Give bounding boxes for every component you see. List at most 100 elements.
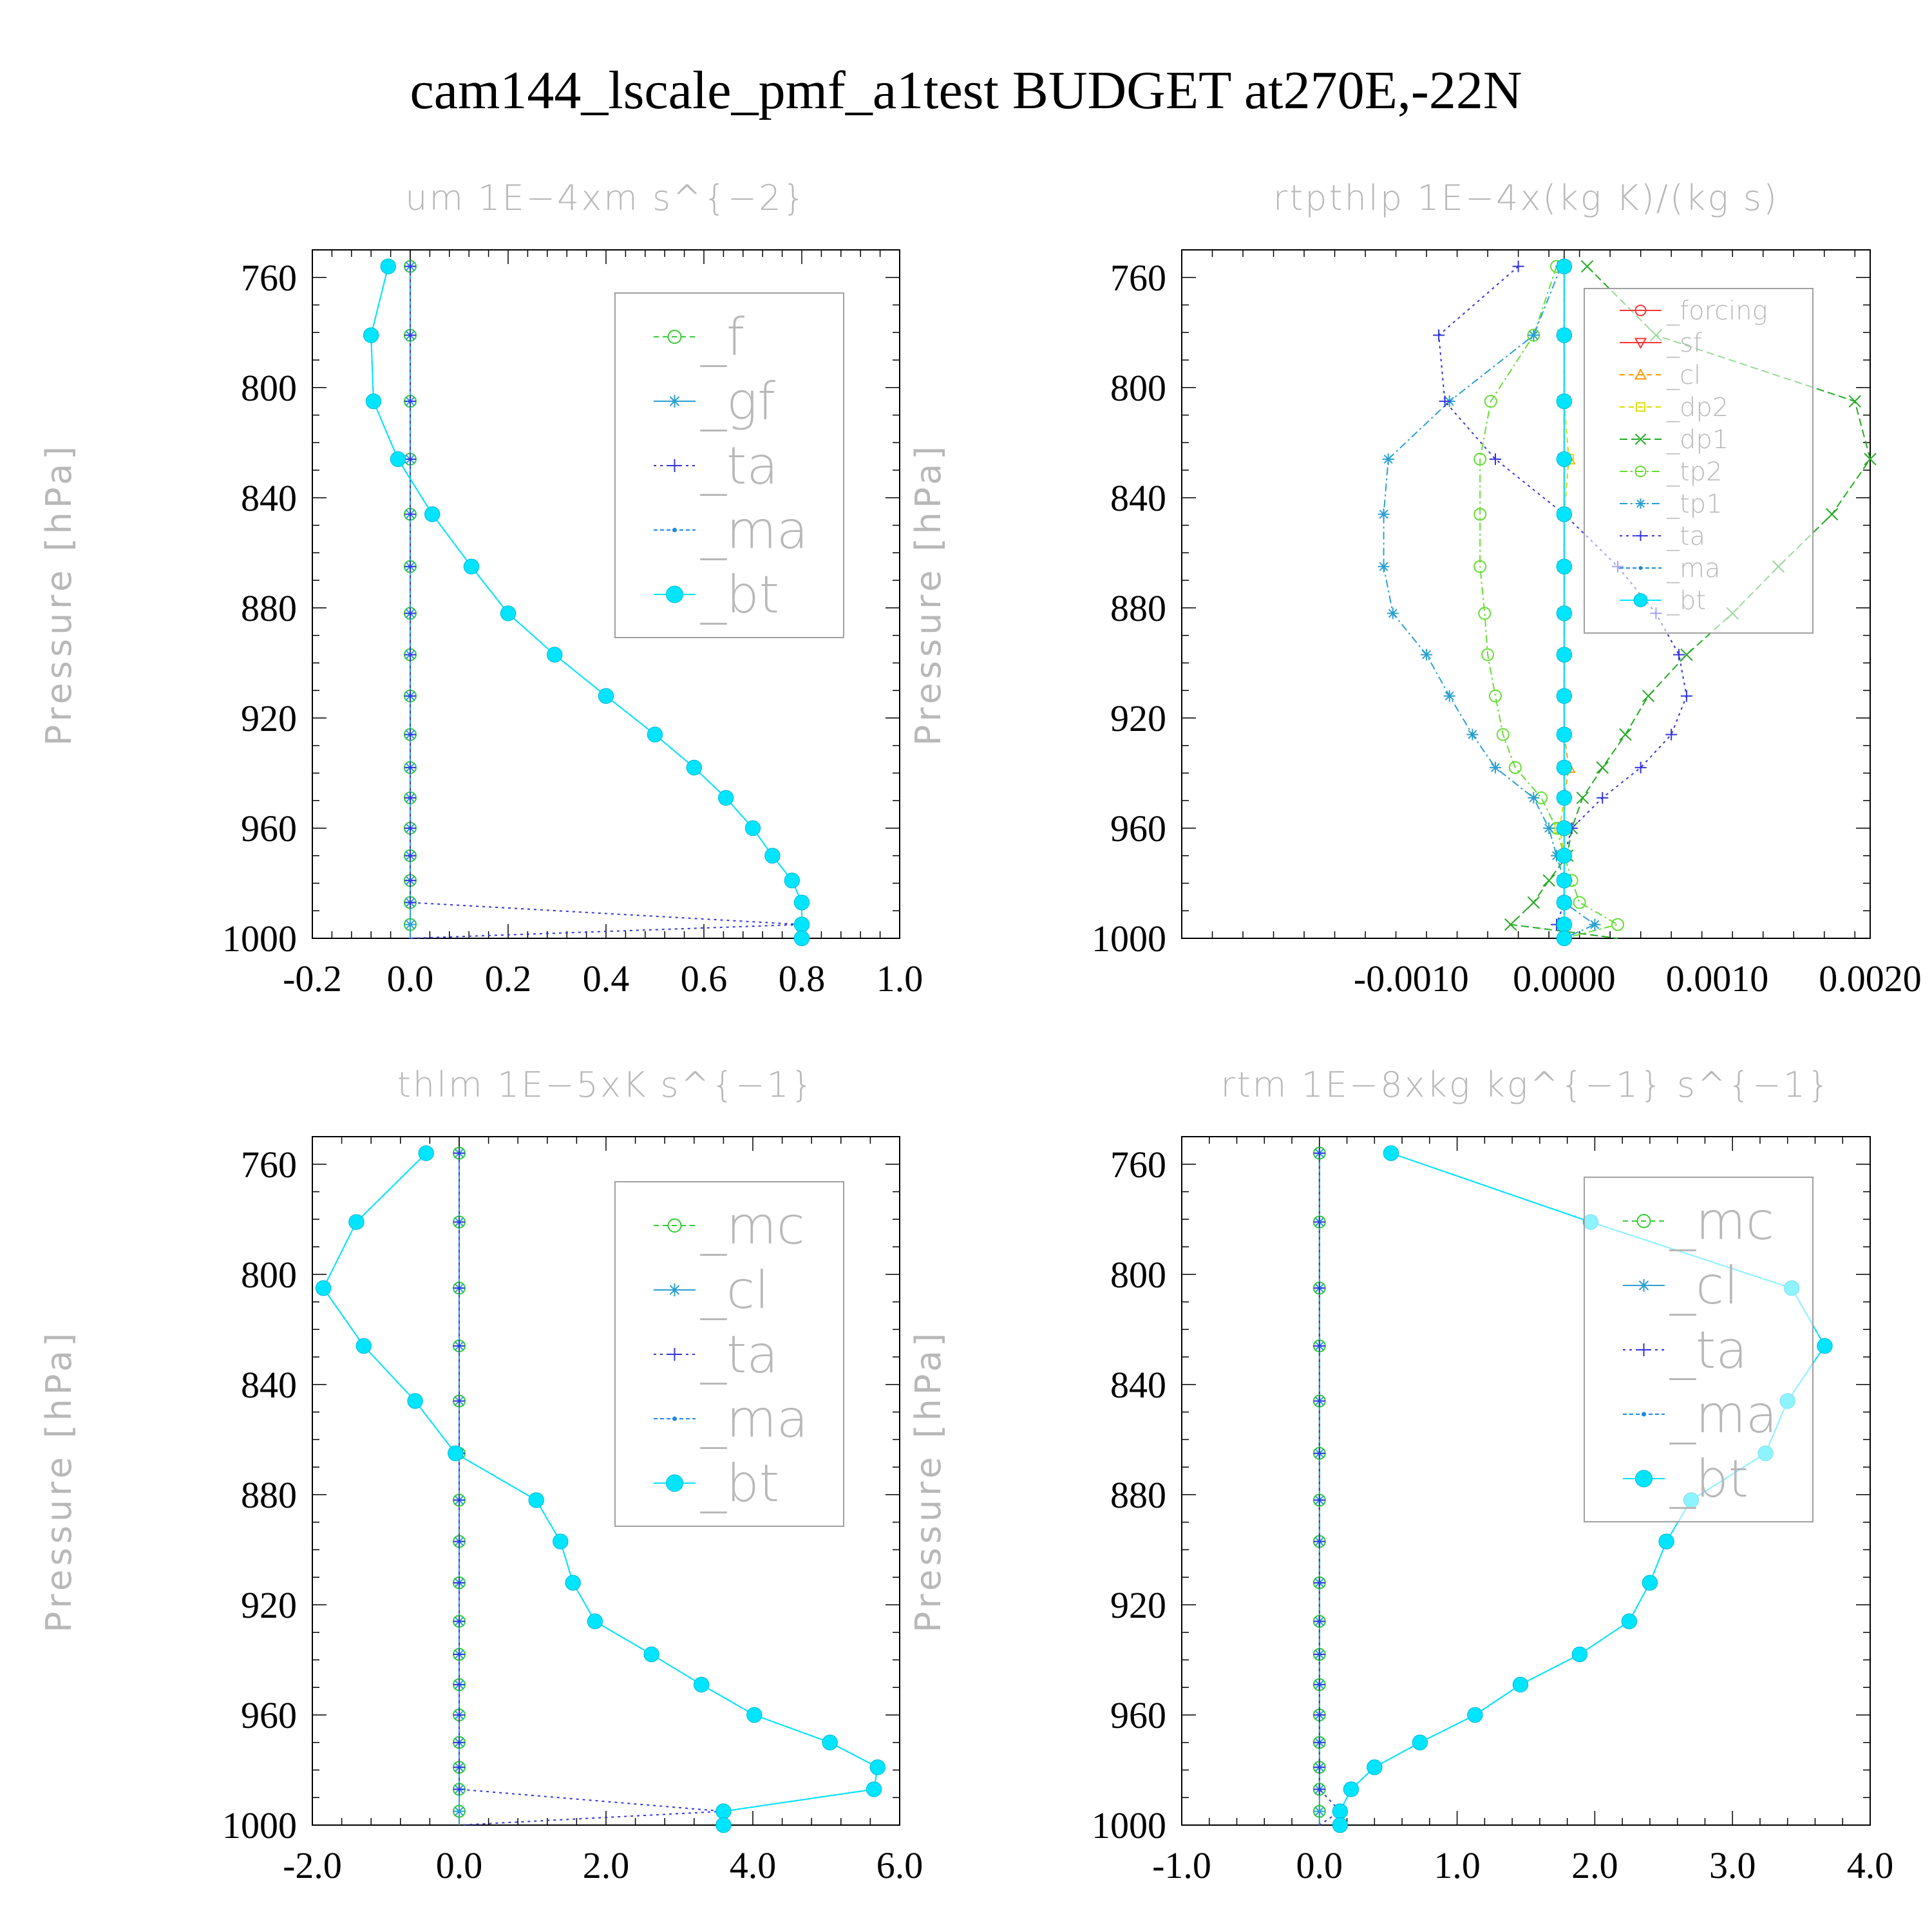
legend: _mc_cl_ta_ma_bt [614,1181,844,1527]
data-point [1387,607,1399,620]
legend-label: _f [700,307,744,367]
data-point [1382,453,1394,465]
data-point [1621,1613,1638,1629]
y-tick-label: 800 [241,367,297,409]
chart-panel-3: thlm 1E−5xK s^{−1} Pressure [hPa] 760 800 84… [39,1065,923,1886]
data-point [746,1707,762,1723]
data-point [1556,759,1573,776]
legend-label: _ma [700,500,808,560]
data-point [1378,560,1390,573]
data-point [1378,508,1390,520]
y-tick-label: 840 [241,1364,297,1406]
legend-label: _cl [700,1260,769,1320]
data-point [418,1145,434,1161]
data-point [1571,1646,1588,1663]
legend-marker [666,1474,683,1492]
data-point [453,1494,465,1506]
panel-title: thlm 1E−5xK s^{−1} [397,1065,815,1105]
data-point [1642,690,1655,703]
data-point [686,759,703,776]
y-tick-label: 880 [241,587,297,629]
legend-label: _ma [700,1389,808,1449]
legend-marker [667,1218,682,1233]
data-point [1864,453,1877,466]
y-tick-label: 880 [241,1474,297,1516]
data-point [404,508,416,520]
data-point [448,1445,464,1461]
data-point [1313,1395,1325,1407]
data-point [1580,260,1594,273]
data-point [1313,1678,1325,1690]
y-tick-label: 1000 [1092,1804,1166,1846]
data-point [1634,761,1647,773]
series-bt [1556,258,1573,947]
legend-marker [1634,337,1647,350]
data-point [1658,1533,1674,1549]
legend-label: _forcing [1666,296,1768,326]
data-point [1573,896,1586,909]
legend-marker [1633,593,1648,607]
data-point [380,258,396,274]
data-point [587,1613,603,1629]
data-point [647,726,663,743]
data-point [1504,918,1517,931]
x-tick-label: 1.0 [876,958,923,999]
x-tick-label: 4.0 [730,1844,777,1886]
data-point [1556,848,1573,864]
legend-label: _gf [700,372,775,431]
data-point [1596,761,1609,774]
y-tick-label: 960 [1110,1694,1166,1736]
data-point [694,1676,710,1693]
y-tick-label: 1000 [1092,918,1166,960]
data-point [390,451,406,468]
data-point [1466,728,1479,741]
data-point [404,607,416,620]
data-point [1478,607,1492,620]
y-tick-label: 760 [1110,257,1166,299]
x-tick-label: 6.0 [876,1844,923,1886]
data-point [1313,1282,1325,1294]
legend-label: _dp2 [1666,393,1728,422]
data-point [1421,649,1433,661]
data-point [404,453,416,465]
y-tick-label: 800 [241,1254,297,1296]
legend-label: _ta [1669,1320,1747,1380]
data-point [1367,1759,1383,1776]
data-point [1556,790,1573,806]
data-point [565,1575,581,1591]
y-axis-label: Pressure [hPa] [908,1329,949,1633]
y-tick-label: 880 [1110,587,1166,629]
data-point [407,1393,423,1409]
data-point [553,1533,569,1549]
data-point [643,1646,659,1663]
legend-label: _cl [1669,1256,1738,1316]
data-point [1332,1817,1349,1833]
y-axis-label: Pressure [hPa] [39,442,79,746]
y-tick-label: 920 [241,1584,297,1626]
legend-label: _dp1 [1666,425,1728,455]
data-point [764,848,781,864]
y-tick-label: 760 [241,257,297,299]
y-tick-label: 880 [1110,1474,1166,1516]
legend-marker [1634,305,1647,316]
y-tick-label: 760 [1110,1144,1166,1186]
data-point [1556,605,1573,621]
data-point [1473,452,1487,466]
data-point [453,1648,465,1660]
data-point [404,822,416,834]
data-point [1412,1734,1428,1750]
y-tick-label: 960 [1110,808,1166,849]
data-point [1313,1494,1325,1506]
data-point [453,1783,465,1795]
x-tick-label: 0.0 [436,1844,483,1886]
data-point [718,790,734,806]
x-tick-label: 0.6 [681,958,728,999]
data-point [404,690,416,702]
data-point [1433,329,1445,341]
legend-marker [672,527,677,533]
legend-marker [1637,1279,1651,1292]
data-point [453,1147,465,1159]
series-bt [1332,1145,1833,1833]
data-point [363,327,379,343]
